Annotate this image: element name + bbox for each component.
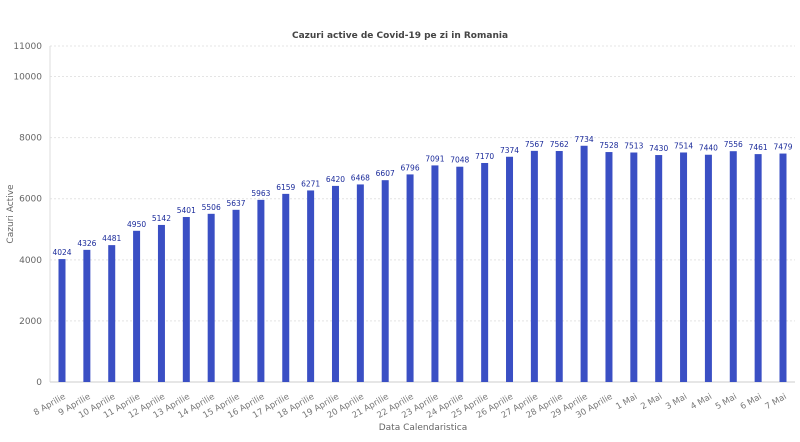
bar	[331, 185, 339, 382]
bar	[207, 213, 215, 382]
data-label: 7734	[575, 135, 594, 144]
data-label: 6468	[351, 173, 370, 182]
bar	[356, 184, 364, 382]
x-tick-label: 6 Mai	[739, 392, 764, 412]
x-tick-label: 4 Mai	[689, 392, 714, 412]
bar	[729, 151, 737, 382]
x-tick-label: 2 Mai	[639, 392, 664, 412]
data-label: 7479	[773, 143, 792, 152]
y-tick-label: 8000	[19, 134, 42, 144]
bar	[58, 259, 66, 382]
data-label: 7528	[599, 141, 618, 150]
data-label: 4950	[127, 220, 146, 229]
data-label: 7091	[425, 154, 444, 163]
bar	[406, 174, 414, 382]
data-label: 7567	[525, 140, 544, 149]
bar	[83, 249, 91, 382]
data-label: 7048	[450, 156, 469, 165]
data-label: 4024	[52, 248, 71, 257]
x-tick-label: 1 Mai	[614, 392, 639, 412]
bar	[754, 154, 762, 382]
bar	[530, 150, 538, 382]
data-label: 7440	[699, 144, 718, 153]
y-tick-label: 10000	[13, 73, 42, 83]
y-tick-label: 6000	[19, 195, 42, 205]
bar	[307, 190, 315, 382]
y-tick-label: 11000	[13, 42, 42, 52]
data-label: 4481	[102, 234, 121, 243]
data-label: 7562	[550, 140, 569, 149]
data-label: 7374	[500, 146, 519, 155]
bar	[704, 154, 712, 382]
y-tick-label: 4000	[19, 256, 42, 266]
x-tick-label: 7 Mai	[764, 392, 789, 412]
data-label: 5637	[226, 199, 245, 208]
bar	[157, 224, 165, 382]
x-tick-label: 3 Mai	[664, 392, 689, 412]
data-label: 6796	[401, 163, 420, 172]
chart-title: Cazuri active de Covid-19 pe zi in Roman…	[292, 31, 508, 41]
data-label: 4326	[77, 239, 96, 248]
bar	[605, 152, 613, 382]
bar	[431, 165, 439, 382]
y-axis-label: Cazuri Active	[6, 184, 16, 244]
data-label: 7170	[475, 152, 494, 161]
bar	[580, 145, 588, 382]
y-tick-label: 2000	[19, 317, 42, 327]
data-label: 5401	[177, 206, 196, 215]
bar	[257, 199, 265, 382]
bar	[232, 209, 240, 382]
data-label: 6607	[376, 169, 395, 178]
data-label: 5142	[152, 214, 171, 223]
bar	[481, 162, 489, 382]
bar	[680, 152, 688, 382]
data-label: 5963	[251, 189, 270, 198]
bar	[506, 156, 514, 382]
data-label: 7461	[749, 143, 768, 152]
bar	[133, 230, 141, 382]
x-axis-label: Data Calendaristica	[379, 423, 468, 433]
data-label: 7430	[649, 144, 668, 153]
bar	[108, 245, 116, 382]
bar	[630, 152, 638, 382]
data-label: 6420	[326, 175, 345, 184]
bar	[182, 217, 190, 382]
bar	[381, 180, 389, 382]
data-label: 7514	[674, 141, 693, 150]
data-label: 7556	[724, 140, 743, 149]
data-label: 6271	[301, 179, 320, 188]
data-label: 7513	[624, 142, 643, 151]
y-tick-label: 0	[36, 378, 42, 388]
bar	[779, 153, 787, 382]
bar	[655, 155, 663, 382]
data-label: 5506	[202, 203, 221, 212]
bar	[456, 166, 464, 382]
bar	[555, 151, 563, 382]
bar	[282, 193, 290, 382]
data-label: 6159	[276, 183, 295, 192]
x-tick-label: 5 Mai	[714, 392, 739, 412]
